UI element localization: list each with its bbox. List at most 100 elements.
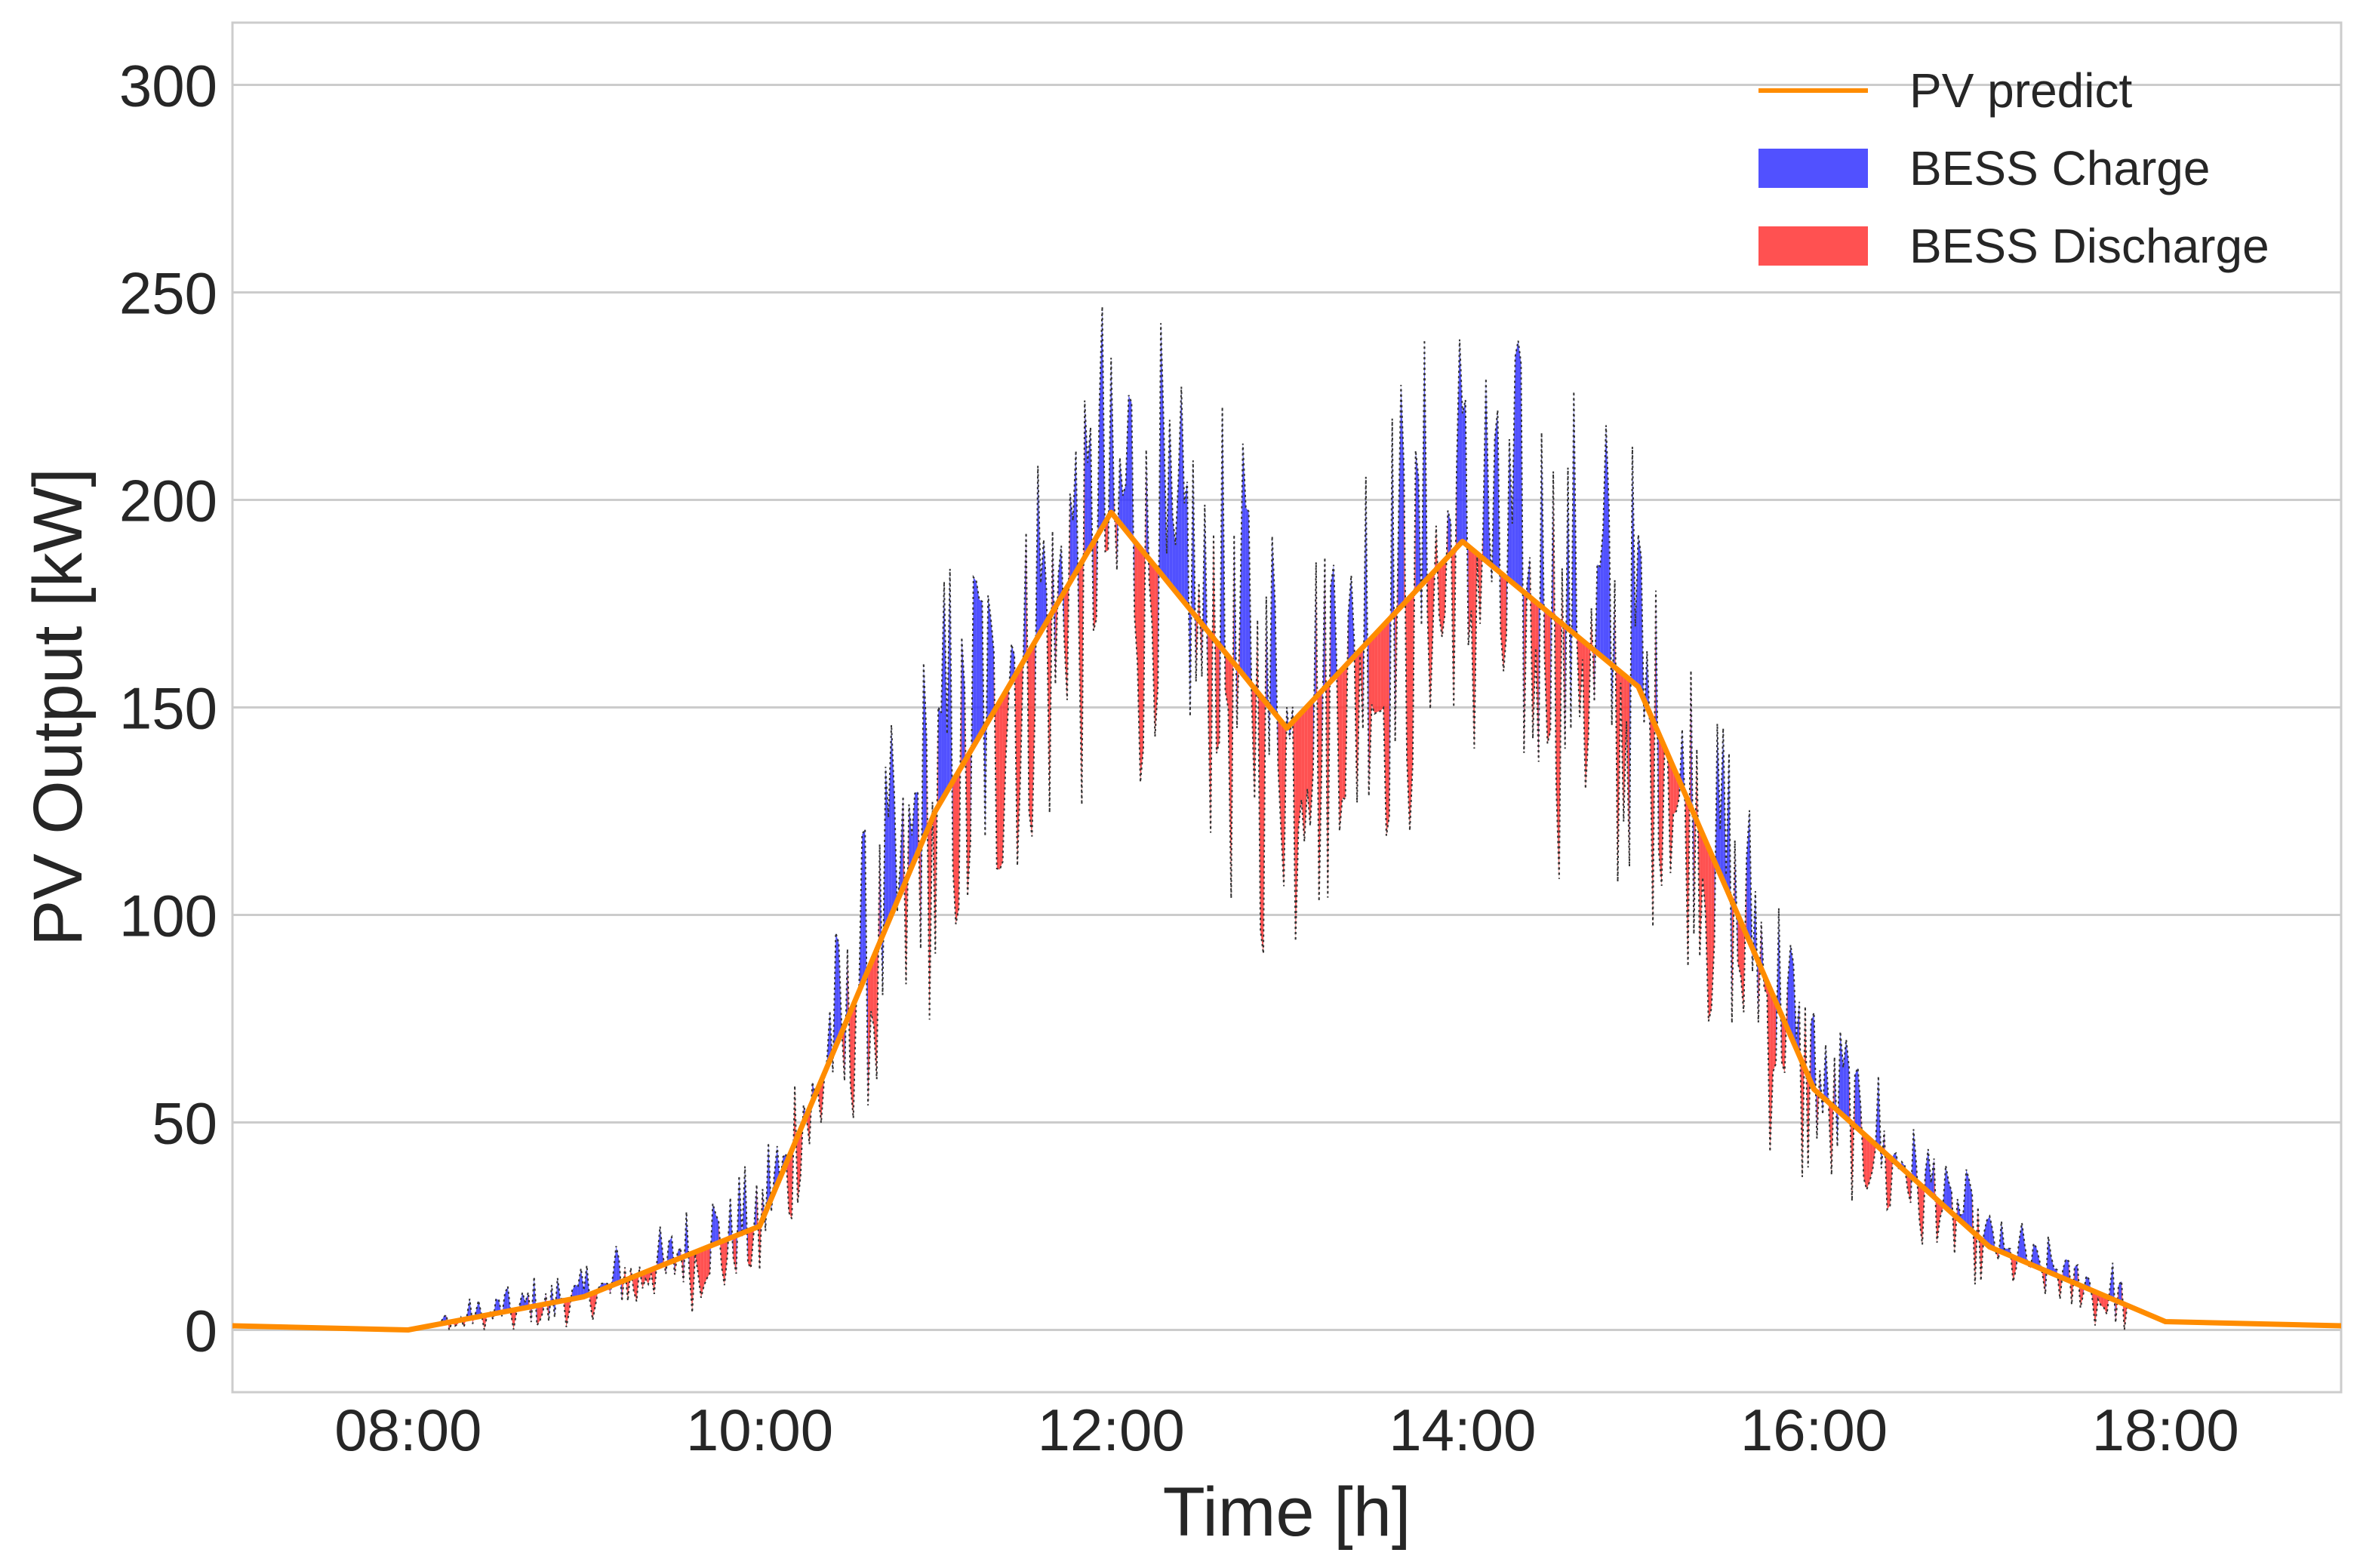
- charge-segment: [2033, 1243, 2037, 1267]
- discharge-segment: [1907, 1173, 1911, 1204]
- charge-segment: [1088, 427, 1091, 552]
- charge-segment: [504, 1286, 508, 1312]
- discharge-segment: [1339, 669, 1343, 832]
- charge-segment: [1091, 427, 1094, 631]
- discharge-segment: [1849, 1068, 1852, 1201]
- discharge-segment: [622, 1267, 625, 1302]
- discharge-segment: [695, 1250, 699, 1274]
- discharge-segment: [540, 1304, 543, 1321]
- charge-segment: [715, 1213, 719, 1244]
- charge-segment: [1787, 945, 1791, 1036]
- discharge-segment: [1773, 995, 1777, 1072]
- charge-segment: [941, 581, 944, 801]
- discharge-segment: [1438, 563, 1442, 638]
- discharge-segment: [1014, 655, 1017, 866]
- discharge-segment: [1152, 562, 1155, 737]
- discharge-segment: [1530, 557, 1533, 739]
- charge-segment: [660, 1226, 663, 1266]
- charge-segment: [1521, 363, 1525, 753]
- discharge-segment: [1658, 733, 1662, 886]
- charge-segment: [2063, 1259, 2066, 1280]
- charge-segment: [1348, 575, 1352, 663]
- discharge-segment: [1005, 687, 1009, 761]
- x-tick-label: 12:00: [1038, 1397, 1185, 1463]
- y-axis-label: PV Output [kW]: [20, 468, 97, 946]
- charge-segment: [1418, 478, 1422, 626]
- discharge-segment: [484, 1314, 488, 1330]
- charge-segment: [915, 792, 918, 860]
- charge-segment: [742, 1166, 746, 1237]
- charge-segment: [938, 706, 942, 807]
- discharge-segment: [624, 1267, 628, 1301]
- discharge-segment: [1029, 647, 1032, 837]
- discharge-segment: [1740, 921, 1744, 1013]
- discharge-segment: [870, 956, 874, 1027]
- discharge-segment: [566, 1299, 570, 1327]
- charge-segment: [1184, 481, 1188, 606]
- charge-segment: [1072, 450, 1076, 577]
- charge-segment: [1189, 460, 1193, 717]
- charge-segment: [1312, 562, 1316, 772]
- discharge-segment: [1374, 632, 1378, 714]
- discharge-segment: [968, 751, 971, 896]
- charge-segment: [2066, 1259, 2069, 1281]
- discharge-segment: [703, 1247, 707, 1286]
- discharge-segment: [999, 696, 1003, 870]
- discharge-segment: [1380, 625, 1384, 712]
- charge-segment: [1331, 564, 1334, 682]
- discharge-segment: [1711, 854, 1715, 1009]
- y-tick-label: 50: [152, 1090, 217, 1157]
- charge-segment: [909, 804, 912, 874]
- discharge-segment: [2071, 1266, 2075, 1305]
- discharge-segment: [1705, 841, 1709, 1022]
- discharge-segment: [1318, 690, 1322, 902]
- discharge-segment: [1653, 590, 1656, 927]
- discharge-segment: [1386, 619, 1389, 836]
- charge-segment: [2118, 1281, 2122, 1303]
- legend-swatch-patch: [1758, 149, 1868, 188]
- discharge-segment: [1670, 760, 1674, 874]
- charge-segment: [709, 1203, 713, 1274]
- charge-segment: [1178, 386, 1182, 599]
- charge-segment: [1728, 753, 1732, 1023]
- charge-segment: [1122, 484, 1126, 530]
- y-tick-label: 250: [119, 260, 217, 327]
- discharge-segment: [642, 1271, 646, 1289]
- charge-segment: [1910, 1129, 1914, 1204]
- discharge-segment: [1673, 767, 1677, 815]
- y-tick-label: 150: [119, 675, 217, 742]
- x-axis-label: Time [h]: [1163, 1474, 1411, 1551]
- actual-output-trace: [232, 306, 2341, 1333]
- charge-segment: [575, 1284, 578, 1299]
- charge-segment: [976, 581, 980, 742]
- legend: PV predict BESS Charge BESS Discharge: [1758, 63, 2269, 273]
- charge-segment: [912, 793, 915, 867]
- charge-segment: [979, 599, 983, 736]
- discharge-segment: [1708, 847, 1712, 1022]
- discharge-segment: [1468, 546, 1472, 646]
- charge-segment: [1462, 399, 1466, 544]
- charge-segment: [1099, 306, 1103, 533]
- charge-segment: [1398, 385, 1402, 610]
- discharge-segment: [789, 1150, 792, 1219]
- pv-predict-line: [232, 509, 2341, 1333]
- discharge-segment: [955, 771, 959, 924]
- charge-segment: [1857, 1068, 1861, 1132]
- discharge-segment: [1951, 1191, 1955, 1254]
- discharge-segment: [674, 1252, 678, 1275]
- charge-segment: [616, 1246, 620, 1284]
- discharge-segment: [651, 1268, 654, 1294]
- charge-segment: [496, 1298, 500, 1314]
- discharge-segment: [627, 1267, 631, 1301]
- discharge-segment: [1688, 670, 1691, 967]
- discharge-segment: [1582, 641, 1586, 789]
- discharge-segment: [2106, 1290, 2110, 1314]
- y-tick-label: 200: [119, 468, 217, 534]
- charge-segment: [2022, 1222, 2025, 1262]
- discharge-segment: [700, 1248, 704, 1298]
- charge-segment: [1322, 557, 1325, 751]
- charge-segment: [1989, 1216, 1993, 1249]
- discharge-segment: [1770, 988, 1774, 1152]
- charge-segment: [1840, 1031, 1844, 1116]
- charge-segment: [531, 1277, 534, 1323]
